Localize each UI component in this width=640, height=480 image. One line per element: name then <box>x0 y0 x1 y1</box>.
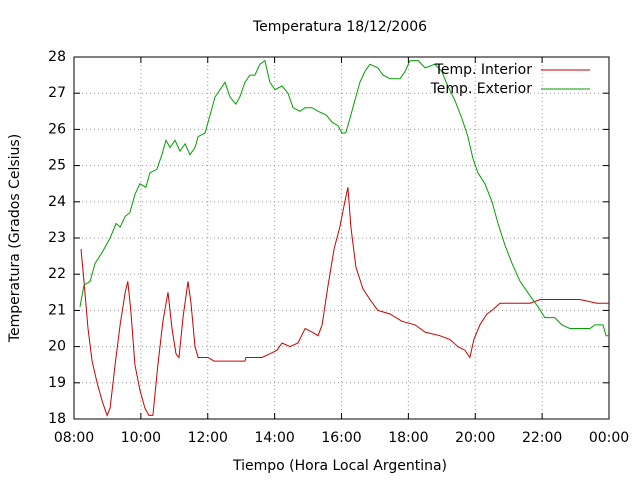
y-tick-label: 20 <box>48 339 66 355</box>
y-tick-label: 27 <box>48 85 66 101</box>
y-tick-label: 24 <box>48 194 66 210</box>
chart-title: Temperatura 18/12/2006 <box>252 19 427 35</box>
y-tick-label: 22 <box>48 266 66 282</box>
x-tick-label: 12:00 <box>188 430 228 446</box>
y-axis-label: Temperatura (Grados Celsius) <box>7 134 23 343</box>
x-tick-label: 10:00 <box>121 430 161 446</box>
x-axis-label: Tiempo (Hora Local Argentina) <box>232 458 447 474</box>
x-tick-label: 16:00 <box>321 430 361 446</box>
x-tick-label: 08:00 <box>54 430 94 446</box>
x-tick-label: 14:00 <box>254 430 294 446</box>
y-tick-label: 18 <box>48 411 66 427</box>
data-line <box>80 187 609 417</box>
y-tick-label: 19 <box>48 375 66 391</box>
y-tick-label: 28 <box>48 49 66 65</box>
x-tick-label: 18:00 <box>388 430 428 446</box>
y-tick-label: 25 <box>48 158 66 174</box>
legend-label: Temp. Exterior <box>430 81 533 97</box>
x-tick-label: 00:00 <box>589 430 629 446</box>
y-tick-label: 23 <box>48 230 66 246</box>
data-line <box>79 59 609 337</box>
y-tick-label: 21 <box>48 302 66 318</box>
legend-label: Temp. Interior <box>434 62 533 78</box>
x-tick-label: 22:00 <box>522 430 562 446</box>
x-tick-label: 20:00 <box>455 430 495 446</box>
plot-border <box>73 56 610 420</box>
y-tick-label: 26 <box>48 121 66 137</box>
